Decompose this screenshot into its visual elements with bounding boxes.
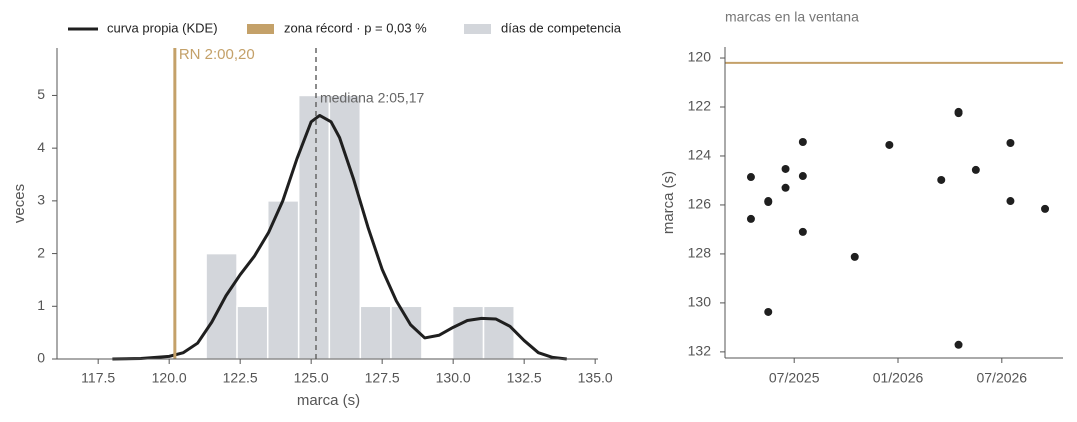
y-tick-label: 120: [688, 49, 712, 65]
y-tick-label: 2: [37, 244, 45, 260]
scatter-point: [798, 172, 807, 181]
y-tick-label: 4: [37, 139, 45, 155]
scatter-point: [1006, 197, 1015, 206]
x-tick-label: 132.5: [507, 370, 542, 386]
y-axis-label: veces: [11, 184, 28, 223]
y-tick-label: 132: [688, 343, 712, 359]
x-tick-label: 130.0: [436, 370, 471, 386]
scatter-point: [850, 252, 859, 261]
histogram-bar: [451, 305, 485, 360]
scatter-point: [798, 227, 807, 236]
record-label: RN 2:00,20: [179, 46, 255, 63]
scatter-point: [781, 183, 790, 192]
x-axis-label: marca (s): [297, 392, 360, 409]
histogram-bar: [482, 305, 515, 360]
scatter-point: [971, 165, 980, 174]
scatter-point: [1041, 204, 1050, 213]
scatter-point: [954, 107, 963, 116]
legend-label: curva propia (KDE): [107, 20, 218, 35]
median-label: mediana 2:05,17: [320, 90, 425, 106]
y-tick-label: 128: [688, 245, 712, 261]
y-axis-label: marca (s): [660, 171, 677, 234]
histogram-bar: [236, 305, 269, 360]
x-tick-label: 127.5: [365, 370, 400, 386]
histogram-bar: [266, 200, 300, 360]
scatter-point: [746, 173, 755, 182]
scatter-point: [954, 340, 963, 349]
scatter-point: [764, 197, 773, 206]
y-tick-label: 124: [688, 147, 712, 163]
x-tick-label: 125.0: [294, 370, 329, 386]
scatter-point: [1006, 138, 1015, 147]
x-tick-label: 120.0: [152, 370, 187, 386]
x-tick-label: 07/2025: [769, 370, 820, 386]
histogram-bar: [297, 94, 331, 360]
y-tick-label: 0: [37, 350, 45, 366]
scatter-point: [937, 175, 946, 184]
legend-label: zona récord · p = 0,03 %: [284, 20, 427, 35]
x-tick-label: 07/2026: [976, 370, 1027, 386]
y-tick-label: 1: [37, 297, 45, 313]
y-tick-label: 3: [37, 192, 45, 208]
scatter-point: [798, 138, 807, 147]
histogram-bar: [328, 94, 362, 360]
scatter-point: [885, 140, 894, 149]
scatter-point: [781, 164, 790, 173]
scatter-point: [746, 214, 755, 223]
y-tick-label: 126: [688, 196, 712, 212]
legend-swatch: [247, 24, 274, 34]
legend-label: días de competencia: [501, 20, 622, 35]
x-tick-label: 135.0: [578, 370, 613, 386]
x-tick-label: 01/2026: [873, 370, 924, 386]
kde-curve: [112, 113, 567, 361]
x-tick-label: 117.5: [81, 370, 115, 386]
y-tick-label: 5: [37, 86, 45, 102]
legend-swatch: [464, 24, 491, 34]
chart-title: marcas en la ventana: [725, 9, 859, 25]
histogram-bar: [359, 305, 392, 360]
x-tick-label: 122.5: [223, 370, 258, 386]
y-tick-label: 122: [688, 98, 712, 114]
scatter-point: [764, 307, 773, 316]
y-tick-label: 130: [688, 294, 712, 310]
